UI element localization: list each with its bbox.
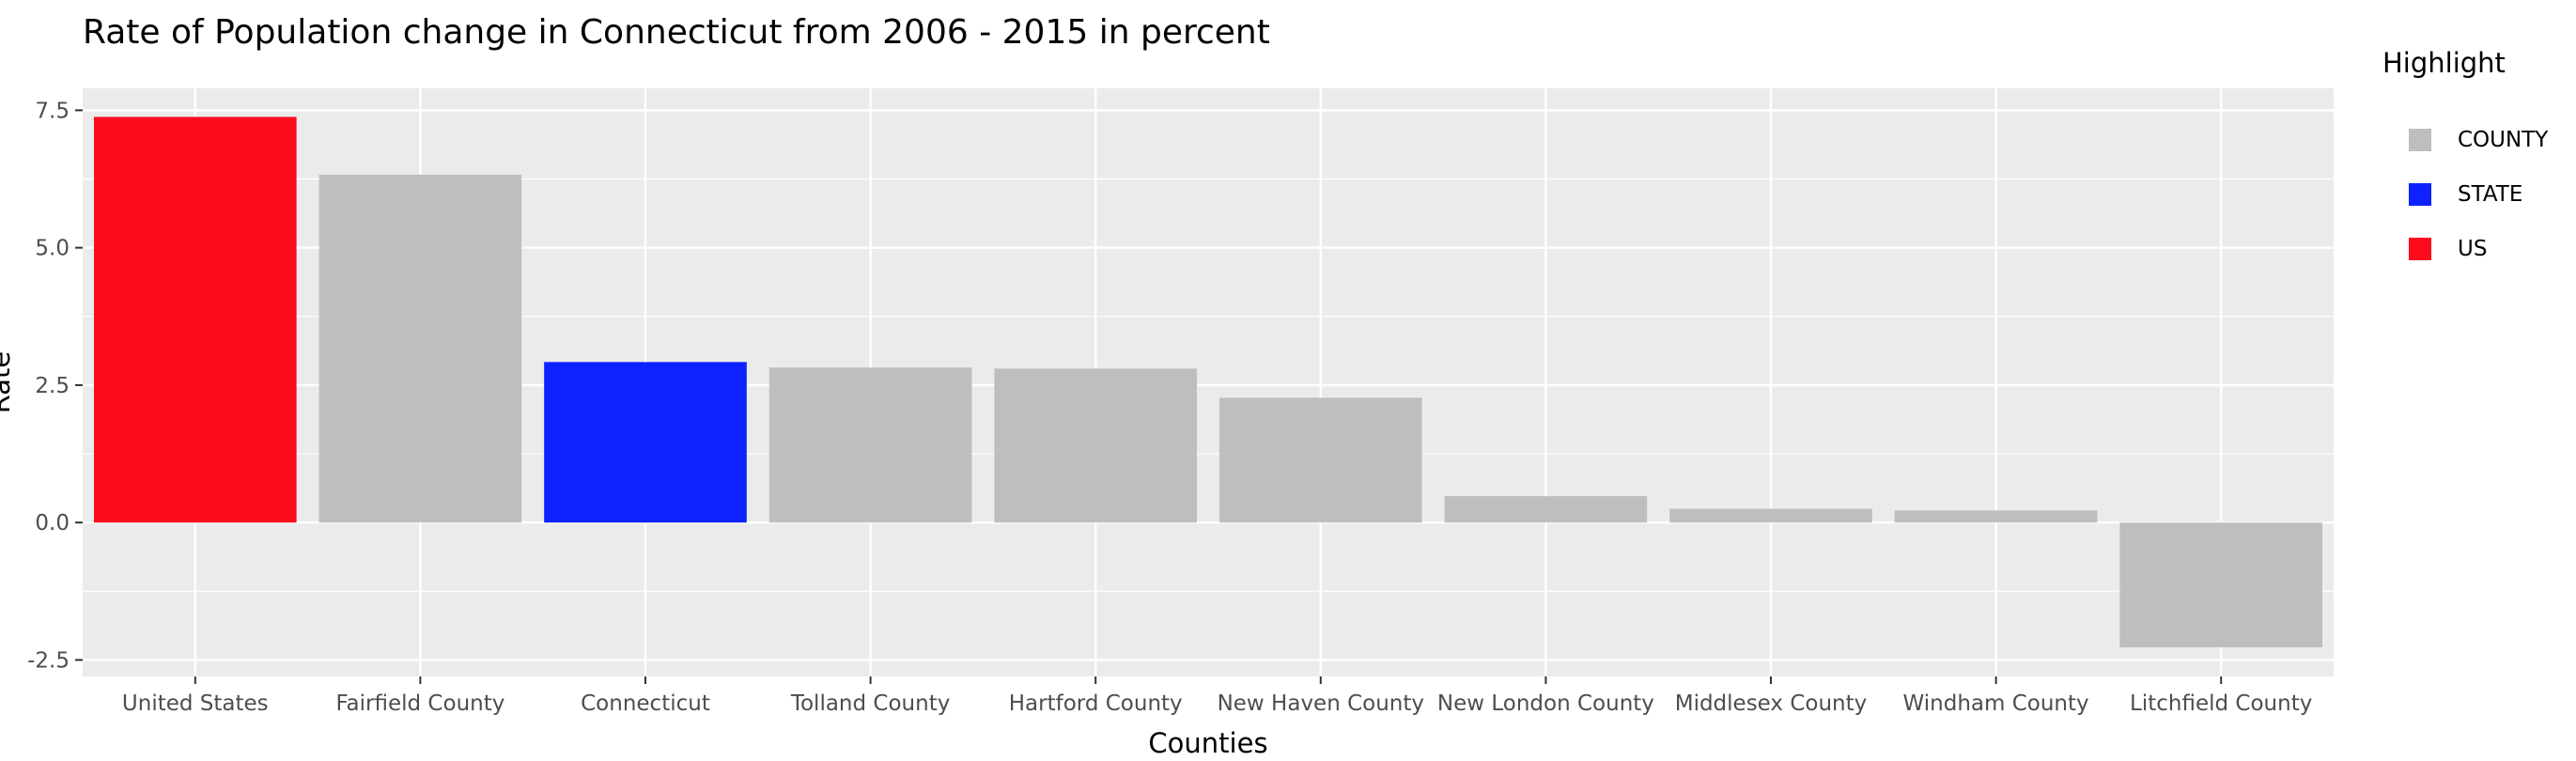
legend-label-us: US (2458, 237, 2488, 261)
x-tick-label: Tolland County (790, 691, 951, 716)
x-tick-label: Connecticut (581, 691, 710, 716)
legend-label-county: COUNTY (2458, 128, 2549, 152)
legend: Highlight COUNTY STATE US (2382, 47, 2548, 276)
x-axis: United States Fairfield County Connecticut… (122, 676, 2312, 716)
x-tick-label: Fairfield County (335, 691, 504, 716)
x-tick-label: New Haven County (1218, 691, 1424, 716)
x-tick-label: United States (122, 691, 269, 716)
bar-fairfield-county (318, 174, 522, 523)
y-axis: -2.5 0.0 2.5 5.0 7.5 (27, 99, 83, 673)
legend-item-state: STATE (2382, 167, 2548, 222)
bar-windham-county (1894, 510, 2098, 523)
legend-label-state: STATE (2458, 182, 2523, 207)
legend-swatch-state (2409, 183, 2431, 206)
bar-hartford-county (994, 368, 1198, 523)
x-tick-label: Hartford County (1009, 691, 1183, 716)
y-tick-label: 5.0 (35, 237, 70, 261)
bar-new-london-county (1444, 496, 1648, 523)
bar-litchfield-county (2119, 522, 2323, 647)
bars (93, 116, 2323, 647)
bar-connecticut (544, 362, 747, 523)
y-axis-title: Rate (0, 351, 16, 414)
legend-swatch-us (2409, 238, 2431, 260)
y-tick-label: 7.5 (35, 99, 70, 123)
bar-new-haven-county (1218, 397, 1422, 523)
legend-item-county: COUNTY (2382, 113, 2548, 167)
y-tick-label: 0.0 (35, 511, 70, 536)
x-axis-title: Counties (1148, 727, 1267, 759)
bar-tolland-county (768, 367, 972, 523)
y-tick-label: -2.5 (27, 648, 70, 673)
x-tick-label: Litchfield County (2130, 691, 2312, 716)
bar-united-states (93, 116, 297, 523)
chart-title: Rate of Population change in Connecticut… (83, 13, 1270, 52)
bar-middlesex-county (1669, 508, 1872, 523)
x-tick-label: New London County (1437, 691, 1654, 716)
legend-swatch-county (2409, 129, 2431, 151)
y-tick-label: 2.5 (35, 374, 70, 398)
legend-item-us: US (2382, 222, 2548, 276)
x-tick-label: Windham County (1903, 691, 2089, 716)
x-tick-label: Middlesex County (1675, 691, 1868, 716)
legend-title: Highlight (2382, 47, 2506, 79)
